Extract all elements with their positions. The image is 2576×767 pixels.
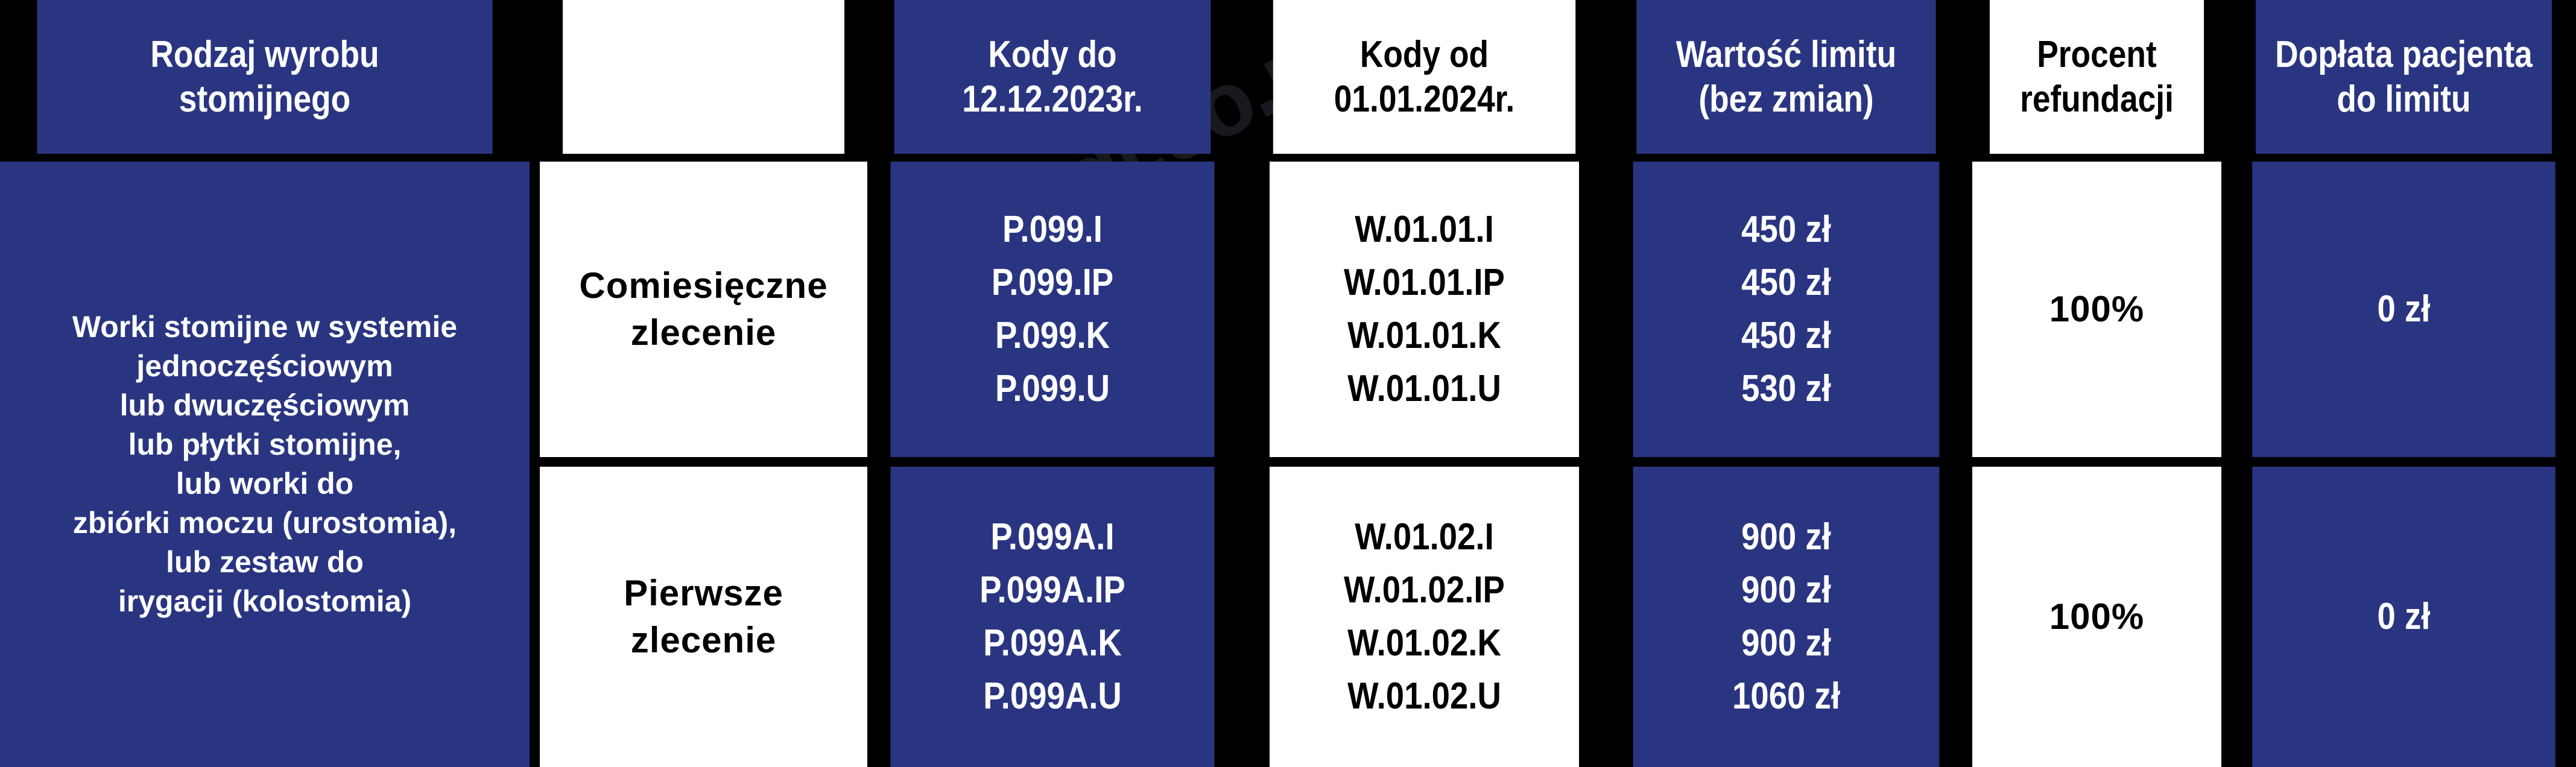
order-type-line: Comiesięczne xyxy=(579,265,828,306)
header-line: Dopłata pacjenta xyxy=(2275,34,2533,76)
header-cell-percent: Procent refundacji xyxy=(1989,0,2204,154)
copay-value: 0 zł xyxy=(2377,288,2431,330)
code-line: P.099A.U xyxy=(983,675,1122,718)
limit-line: 530 zł xyxy=(1741,368,1831,410)
header-line: (bez zmian) xyxy=(1698,78,1874,120)
code-line: W.01.01.I xyxy=(1355,208,1494,250)
limit-line: 1060 zł xyxy=(1732,675,1840,718)
copay-cell: 0 zł xyxy=(2252,467,2555,767)
percent-value: 100% xyxy=(2049,289,2145,329)
header-cell-copay: Dopłata pacjenta do limitu xyxy=(2255,0,2552,154)
code-line: W.01.01.IP xyxy=(1344,261,1505,303)
codes-old-cell: P.099A.I P.099A.IP P.099A.K P.099A.U xyxy=(890,467,1215,767)
product-line: lub zestaw do xyxy=(166,545,364,579)
table-row: Comiesięczne zlecenie xyxy=(540,162,867,457)
code-line: P.099.IP xyxy=(991,261,1114,303)
code-line: P.099.K xyxy=(995,315,1110,356)
limit-cell: 900 zł 900 zł 900 zł 1060 zł xyxy=(1633,467,1940,767)
order-type-line: Pierwsze xyxy=(624,573,783,613)
table-row: Pierwsze zlecenie xyxy=(540,467,867,767)
codes-new-cell: W.01.02.I W.01.02.IP W.01.02.K W.01.02.U xyxy=(1269,467,1580,767)
code-line: W.01.01.U xyxy=(1347,368,1501,410)
header-line: Rodzaj wyrobu xyxy=(150,34,379,76)
header-cell-codes-new: Kody od 01.01.2024r. xyxy=(1273,0,1576,154)
codes-new-cell: W.01.01.I W.01.01.IP W.01.01.K W.01.01.U xyxy=(1269,162,1580,457)
limit-line: 900 zł xyxy=(1741,569,1831,611)
product-line: jednoczęściowym xyxy=(136,349,393,383)
percent-cell: 100% xyxy=(1972,162,2221,457)
copay-value: 0 zł xyxy=(2377,595,2431,637)
header-line: refundacji xyxy=(2020,78,2174,120)
code-line: W.01.02.U xyxy=(1347,675,1501,718)
code-line: W.01.01.K xyxy=(1347,315,1501,356)
limit-line: 900 zł xyxy=(1741,516,1831,558)
code-line: P.099A.IP xyxy=(979,569,1125,611)
limit-line: 450 zł xyxy=(1741,208,1831,250)
header-line: Kody od xyxy=(1359,34,1489,76)
product-line: zbiórki moczu (urostomia), xyxy=(72,506,457,540)
header-cell-limit: Wartość limitu (bez zmian) xyxy=(1636,0,1936,154)
code-line: W.01.02.K xyxy=(1347,622,1501,664)
percent-cell: 100% xyxy=(1972,467,2221,767)
limit-line: 450 zł xyxy=(1741,315,1831,356)
header-line: Kody do xyxy=(988,34,1117,76)
codes-old-cell: P.099.I P.099.IP P.099.K P.099.U xyxy=(890,162,1215,457)
code-line: W.01.02.I xyxy=(1355,516,1494,558)
header-line: do limitu xyxy=(2337,78,2471,120)
header-line: Wartość limitu xyxy=(1676,34,1897,76)
header-line: 01.01.2024r. xyxy=(1334,78,1515,120)
header-cell-order-type xyxy=(563,0,844,154)
limit-cell: 450 zł 450 zł 450 zł 530 zł xyxy=(1633,162,1940,457)
product-line: lub worki do xyxy=(176,467,354,500)
header-cell-product: Rodzaj wyrobu stomijnego xyxy=(37,0,493,154)
product-line: lub płytki stomijne, xyxy=(128,428,402,461)
product-line: irygacji (kolostomia) xyxy=(118,584,412,618)
code-line: P.099A.I xyxy=(990,516,1115,558)
code-line: W.01.02.IP xyxy=(1344,569,1505,611)
product-line: lub dwuczęściowym xyxy=(119,388,410,422)
limit-line: 450 zł xyxy=(1741,261,1831,303)
copay-cell: 0 zł xyxy=(2252,162,2555,457)
header-line: 12.12.2023r. xyxy=(962,78,1143,120)
product-description-cell: Worki stomijne w systemie jednoczęściowy… xyxy=(0,162,530,767)
product-line: Worki stomijne w systemie xyxy=(72,310,458,344)
order-type-line: zlecenie xyxy=(630,620,777,660)
header-cell-codes-old: Kody do 12.12.2023r. xyxy=(894,0,1211,154)
header-line: Procent xyxy=(2037,34,2157,76)
order-type-line: zlecenie xyxy=(630,312,777,353)
code-line: P.099.I xyxy=(1002,208,1103,250)
limit-line: 900 zł xyxy=(1741,622,1831,664)
header-line: stomijnego xyxy=(179,78,351,120)
code-line: P.099A.K xyxy=(983,622,1122,664)
percent-value: 100% xyxy=(2049,596,2145,637)
code-line: P.099.U xyxy=(995,368,1110,410)
